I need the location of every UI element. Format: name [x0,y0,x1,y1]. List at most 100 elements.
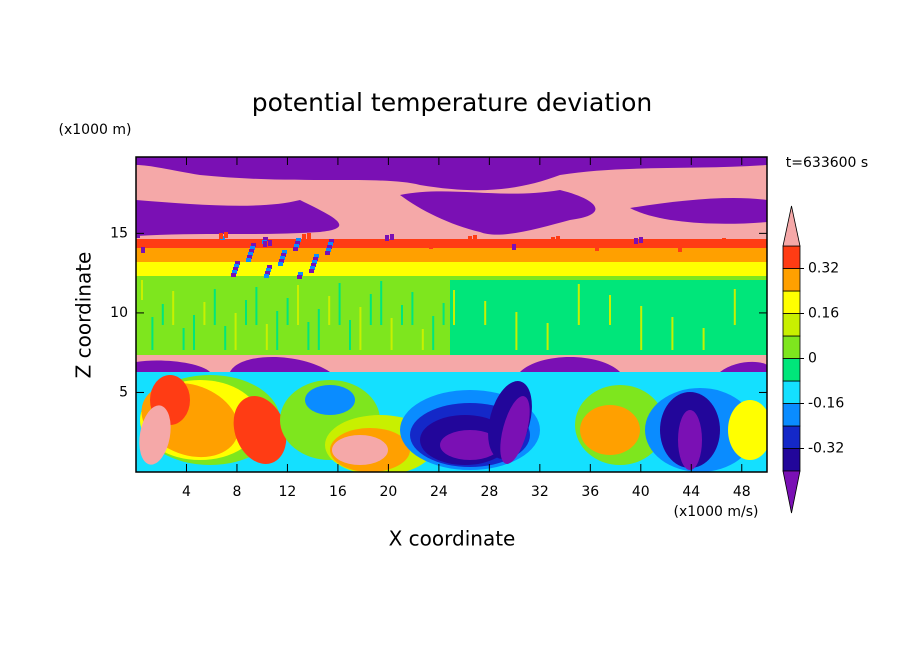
field-streak [151,317,154,350]
field-streak [193,315,195,350]
colorbar-box [782,268,801,292]
colorbar-box [782,448,801,472]
field-speck [314,254,319,258]
field-speck [136,232,140,238]
field-speck [329,239,334,243]
field-speck [312,260,317,264]
field-streak [390,318,393,350]
x-tick-label: 12 [279,484,297,500]
y-axis-label: Z coordinate [72,252,96,379]
field-streak [744,326,747,350]
y-tick-label: 5 [119,384,128,400]
field-speck [595,245,599,251]
field-speck [280,256,285,260]
field-speck [251,243,256,247]
colorbar-box [782,245,801,269]
field-blob [305,385,355,415]
field-speck [346,242,350,248]
field-speck [473,235,477,241]
field-speck [281,253,286,257]
field-speck [231,273,236,277]
x-tick-label: 8 [232,484,241,500]
colorbar-box [782,380,801,404]
x-tick-label: 20 [379,484,397,500]
x-tick-label: 40 [632,484,650,500]
y-tick-label: 15 [110,225,128,241]
field-streak [286,298,289,325]
colorbar-triangle [782,470,801,514]
field-speck [141,247,145,253]
field-speck [297,275,302,279]
field-speck [293,247,298,251]
field-speck [556,236,560,242]
field-speck [268,240,272,246]
field-blob [233,396,287,464]
x-tick-label: 4 [182,484,191,500]
field-streak [577,284,580,325]
field-blob [500,396,530,464]
field-speck [326,248,331,252]
field-streak [255,287,258,325]
field-speck [234,264,239,268]
field-streak [629,319,632,350]
colorbar-label: 0 [808,351,817,367]
field-speck [279,259,284,263]
field-region [136,157,767,191]
field-streak [213,289,216,325]
field-speck [219,233,223,239]
field-streak [380,281,383,325]
field-speck [246,258,251,262]
colorbar-box [782,313,801,337]
contour-field [136,157,767,472]
field-streak [307,322,310,350]
field-region [136,360,210,372]
field-speck [390,234,394,240]
field-speck [265,271,270,275]
field-speck [232,270,237,274]
field-speck [278,262,283,266]
field-streak [421,329,424,350]
colorbar-box [782,358,801,382]
field-streak [536,286,539,325]
field-blob [139,405,171,465]
y-unit: (x1000 m) [59,122,132,138]
field-streak [161,304,164,325]
x-axis-label: X coordinate [389,527,516,551]
field-speck [248,252,253,256]
field-speck [247,255,252,259]
field-speck [722,238,726,244]
field-streak [515,312,518,350]
colorbar-box [782,290,801,314]
field-streak [172,291,175,325]
field-streak [453,290,455,325]
field-region [136,355,767,373]
field-speck [385,235,389,241]
field-streak [276,311,279,350]
field-streak [328,296,331,325]
field-blob [580,405,640,455]
field-streak [702,328,705,350]
field-streak [369,294,372,325]
field-streak [245,300,247,325]
field-streak [661,280,663,300]
x-tick-label: 24 [430,484,448,500]
colorbar-box [782,425,801,449]
colorbar-label: 0.32 [808,261,839,277]
field-speck [327,245,332,249]
field-streak [733,289,736,325]
field-streak [463,327,466,350]
field-region [230,357,330,372]
field-streak [484,301,487,325]
field-streak [141,280,143,300]
field-streak [473,314,476,350]
x-tick-label: 48 [733,484,751,500]
field-streak [442,303,445,325]
field-streak [525,299,528,325]
field-streak [224,326,227,350]
colorbar-box [782,335,801,359]
field-streak [265,324,268,350]
field-streak [671,317,674,350]
colorbar-label: -0.16 [808,396,844,412]
field-streak [546,323,549,350]
chart-title: potential temperature deviation [252,88,652,117]
